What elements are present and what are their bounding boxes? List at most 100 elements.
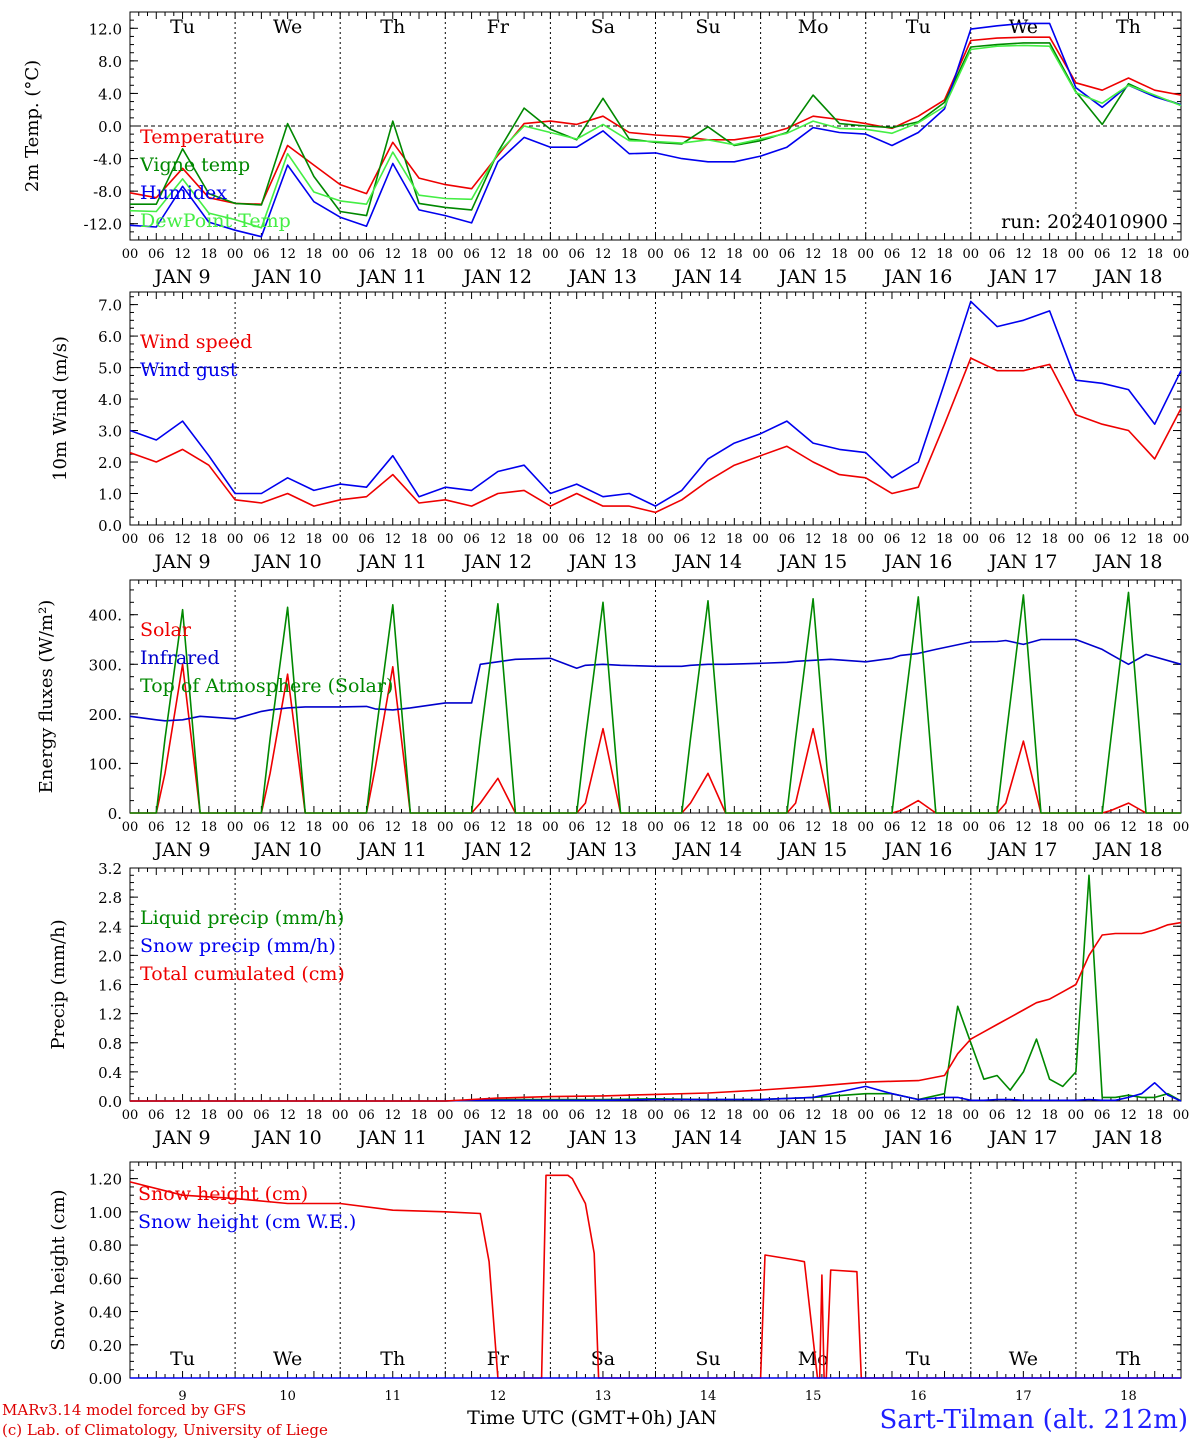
hour-tick-label: 12 [384,1108,401,1123]
hour-tick-label: 00 [1173,532,1190,547]
y-tick-label: 0. [108,805,122,823]
y-tick-label: 3.2 [98,860,122,878]
y-tick-label: 0.4 [98,1064,122,1082]
hour-tick-label: 00 [963,247,980,262]
hour-tick-label: 00 [963,532,980,547]
y-tick-label: 200. [89,706,122,724]
y-axis-label: Precip (mm/h) [48,919,69,1049]
hour-tick-label: 06 [1094,1108,1111,1123]
y-tick-label: 6.0 [98,328,122,346]
hour-tick-label: 12 [910,247,927,262]
day-number-label: 15 [805,1389,822,1404]
hour-tick-label: 00 [332,820,349,835]
hour-tick-label: 18 [306,532,323,547]
y-tick-label: 7.0 [98,297,122,315]
hour-tick-label: 00 [332,532,349,547]
day-number-label: 10 [279,1389,296,1404]
legend-entry: Wind speed [140,331,252,353]
hour-tick-label: 18 [201,820,218,835]
date-label: JAN 17 [987,266,1057,288]
legend-entry: DewPoint Temp [140,210,291,232]
date-label: JAN 15 [777,266,847,288]
y-tick-label: 400. [89,607,122,625]
day-number-label: 14 [700,1389,717,1404]
hour-tick-label: 12 [1015,820,1032,835]
hour-tick-label: 00 [647,247,664,262]
hour-tick-label: 00 [963,1108,980,1123]
date-label: JAN 16 [882,839,952,861]
hour-tick-label: 00 [227,1108,244,1123]
hour-tick-label: 12 [174,247,191,262]
hour-tick-label: 00 [122,1108,139,1123]
y-tick-label: 1.0 [98,486,122,504]
hour-tick-label: 06 [989,247,1006,262]
legend-entry: Humidex [140,182,227,204]
hour-tick-label: 12 [700,1108,717,1123]
hour-tick-label: 12 [910,820,927,835]
y-tick-label: 0.00 [89,1370,122,1388]
hour-tick-label: 06 [674,532,691,547]
weekday-label: We [1009,16,1038,38]
hour-tick-label: 12 [805,247,822,262]
hour-tick-label: 18 [621,532,638,547]
legend-entry: Snow height (cm) [138,1183,308,1205]
y-tick-label: 0.0 [98,517,122,535]
hour-tick-label: 12 [805,820,822,835]
hour-tick-label: 18 [831,247,848,262]
y-tick-label: 8.0 [98,53,122,71]
date-label: JAN 10 [252,551,322,573]
hour-tick-label: 12 [490,1108,507,1123]
hour-tick-label: 00 [647,532,664,547]
y-axis-label: Snow height (cm) [48,1189,69,1350]
date-label: JAN 15 [777,839,847,861]
hour-tick-label: 18 [726,247,743,262]
legend-entry: Infrared [140,647,220,669]
weekday-label: Sa [591,1348,615,1370]
weekday-label: Fr [487,1348,510,1370]
panel-4: 00 06 12 18 00 06 12 18 00 06 12 18 00 06 12 18 00 06 12 18… [48,860,1189,1149]
hour-tick-label: 12 [700,820,717,835]
hour-tick-label: 18 [1146,247,1163,262]
y-tick-label: 2.4 [98,918,122,936]
y-axis-label: Energy fluxes (W/m²) [36,600,57,794]
hour-tick-label: 00 [647,820,664,835]
hour-tick-label: 12 [174,532,191,547]
hour-tick-label: 18 [1146,532,1163,547]
y-tick-label: 0.20 [89,1337,122,1355]
hour-tick-label: 18 [306,247,323,262]
hour-tick-label: 18 [201,532,218,547]
hour-tick-label: 18 [936,820,953,835]
hour-tick-label: 06 [779,1108,796,1123]
hour-tick-label: 18 [936,532,953,547]
y-tick-label: 1.6 [98,977,122,995]
hour-tick-label: 12 [490,820,507,835]
hour-tick-label: 00 [542,532,559,547]
series-line-total-cumulated-cm [130,921,1182,1102]
y-tick-label: 0.0 [98,1093,122,1111]
hour-tick-label: 12 [384,820,401,835]
date-label: JAN 12 [462,551,532,573]
hour-tick-label: 06 [989,820,1006,835]
hour-tick-label: 18 [726,532,743,547]
y-tick-label: 0.60 [89,1270,122,1288]
legend-entry: Vigne temp [139,154,250,176]
hour-tick-label: 00 [1068,820,1085,835]
hour-tick-label: 06 [884,820,901,835]
hour-tick-label: 06 [674,1108,691,1123]
hour-tick-label: 12 [174,820,191,835]
hour-tick-label: 00 [1173,820,1190,835]
hour-tick-label: 12 [1120,1108,1137,1123]
date-label: JAN 13 [567,1127,637,1149]
hour-tick-label: 00 [332,247,349,262]
hour-tick-label: 06 [1094,820,1111,835]
y-tick-label: 0.80 [89,1237,122,1255]
date-label: JAN 18 [1092,266,1162,288]
hour-tick-label: 06 [253,1108,270,1123]
weekday-label: Th [1116,16,1141,38]
hour-tick-label: 12 [700,247,717,262]
hour-tick-label: 06 [568,247,585,262]
date-label: JAN 9 [153,551,211,573]
date-label: JAN 15 [777,551,847,573]
date-label: JAN 17 [987,1127,1057,1149]
hour-tick-label: 00 [437,1108,454,1123]
